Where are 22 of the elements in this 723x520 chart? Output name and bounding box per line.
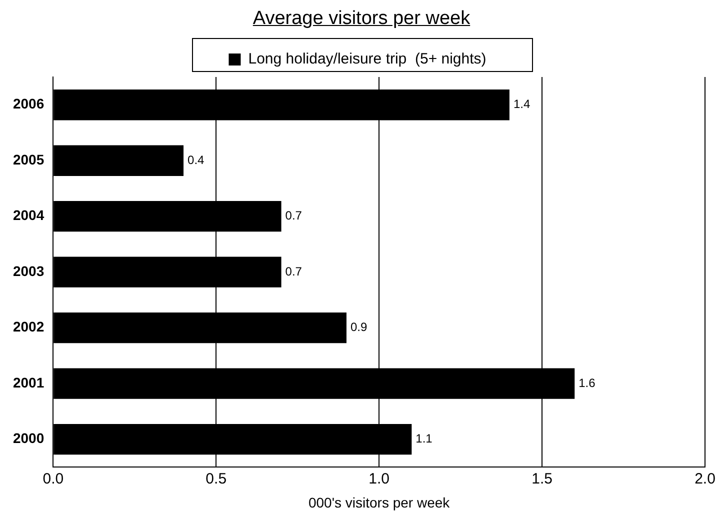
y-tick-label: 2004 xyxy=(12,207,44,224)
data-label: 1.6 xyxy=(578,376,596,390)
y-tick-label: 2006 xyxy=(12,96,44,112)
data-label: 0.7 xyxy=(285,264,302,278)
chart-title: Average visitors per week xyxy=(252,8,472,30)
data-label: 1.4 xyxy=(513,97,530,112)
y-tick-label: 2003 xyxy=(12,262,44,279)
x-tick-label: 2.0 xyxy=(694,470,716,488)
x-tick-label: 0.5 xyxy=(206,470,227,488)
data-label: 1.1 xyxy=(416,432,433,446)
legend-label: Long holiday/leisure trip (5+ nights) xyxy=(248,50,486,68)
y-tick-label: 2000 xyxy=(12,430,44,446)
x-axis-title: 000's visitors per week xyxy=(308,494,451,510)
data-label: 0.9 xyxy=(350,320,368,334)
y-tick-label: 2001 xyxy=(12,374,44,390)
x-tick-label: 0.0 xyxy=(42,470,64,488)
data-label: 0.7 xyxy=(285,208,302,223)
y-tick-label: 2002 xyxy=(12,318,44,335)
x-tick-label: 1.0 xyxy=(368,470,390,488)
data-label: 0.4 xyxy=(188,152,205,167)
x-tick-label: 1.5 xyxy=(532,470,552,488)
y-tick-label: 2005 xyxy=(12,151,44,168)
